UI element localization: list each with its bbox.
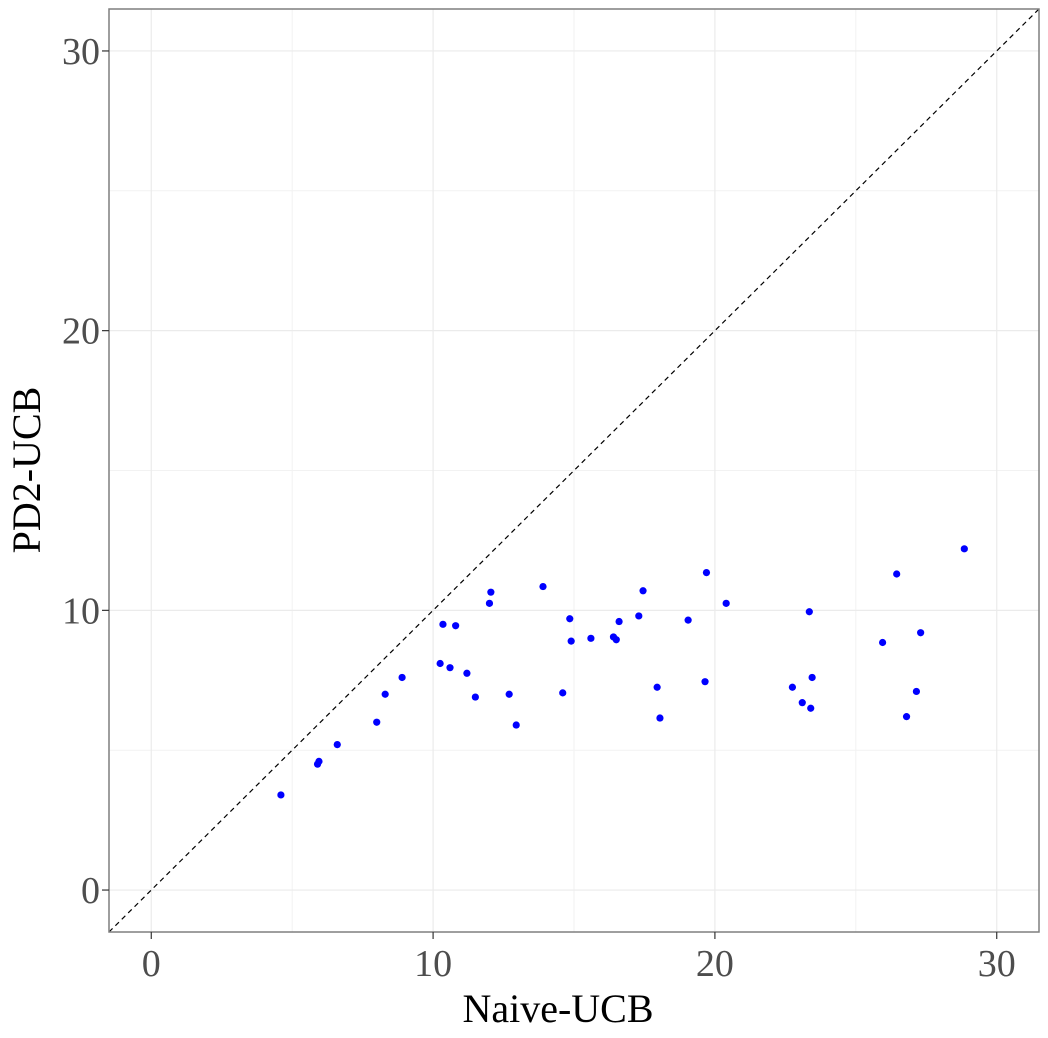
x-tick-label: 0 bbox=[142, 943, 161, 985]
identity-reference-line bbox=[108, 8, 1040, 933]
data-point bbox=[893, 570, 901, 578]
data-point bbox=[567, 637, 575, 645]
data-point bbox=[960, 545, 968, 553]
y-tick-label: 20 bbox=[62, 311, 100, 353]
data-point bbox=[798, 699, 806, 707]
data-point bbox=[612, 636, 620, 644]
data-point bbox=[505, 690, 513, 698]
data-point bbox=[436, 659, 444, 668]
x-axis-ticks: 0 10 20 30 bbox=[142, 932, 1016, 985]
data-point bbox=[559, 689, 567, 697]
data-point bbox=[452, 622, 460, 630]
data-point bbox=[788, 683, 797, 691]
data-point bbox=[315, 757, 323, 765]
data-point bbox=[539, 582, 547, 591]
x-axis-title: Naive-UCB bbox=[462, 986, 653, 1031]
major-gridlines bbox=[109, 9, 1039, 932]
data-point bbox=[878, 638, 887, 647]
data-point bbox=[656, 714, 664, 722]
y-axis-ticks: 0 10 20 30 bbox=[62, 31, 109, 912]
x-tick-label: 10 bbox=[414, 943, 452, 985]
data-point bbox=[635, 612, 643, 620]
data-point bbox=[398, 673, 406, 682]
data-point bbox=[702, 568, 711, 577]
data-point bbox=[487, 588, 495, 596]
data-point bbox=[902, 713, 911, 721]
data-point bbox=[684, 616, 692, 624]
y-tick-label: 10 bbox=[62, 590, 100, 632]
data-point bbox=[566, 615, 574, 623]
data-point bbox=[639, 587, 647, 595]
data-point bbox=[805, 608, 813, 616]
data-point bbox=[722, 599, 730, 607]
data-point bbox=[701, 678, 709, 686]
data-point bbox=[615, 617, 623, 626]
x-tick-label: 20 bbox=[696, 943, 734, 985]
data-point bbox=[373, 718, 381, 726]
data-point bbox=[512, 721, 520, 729]
plot-border bbox=[108, 8, 1040, 933]
data-point bbox=[808, 673, 816, 682]
y-tick-label: 0 bbox=[81, 870, 100, 912]
y-tick-label: 30 bbox=[62, 31, 100, 73]
data-point bbox=[446, 664, 454, 672]
minor-gridlines bbox=[109, 9, 1039, 932]
data-point bbox=[807, 704, 815, 712]
data-point bbox=[485, 599, 494, 607]
y-axis-title: PD2-UCB bbox=[4, 387, 49, 554]
data-points bbox=[277, 545, 968, 799]
data-point bbox=[653, 683, 661, 691]
data-point bbox=[277, 791, 285, 799]
x-tick-label: 30 bbox=[978, 943, 1016, 985]
data-point bbox=[463, 669, 471, 677]
data-point bbox=[912, 687, 921, 696]
data-point bbox=[471, 693, 479, 701]
data-point bbox=[917, 629, 925, 637]
data-point bbox=[439, 620, 447, 628]
data-point bbox=[587, 634, 595, 642]
data-point bbox=[333, 741, 341, 749]
data-point bbox=[381, 690, 389, 698]
